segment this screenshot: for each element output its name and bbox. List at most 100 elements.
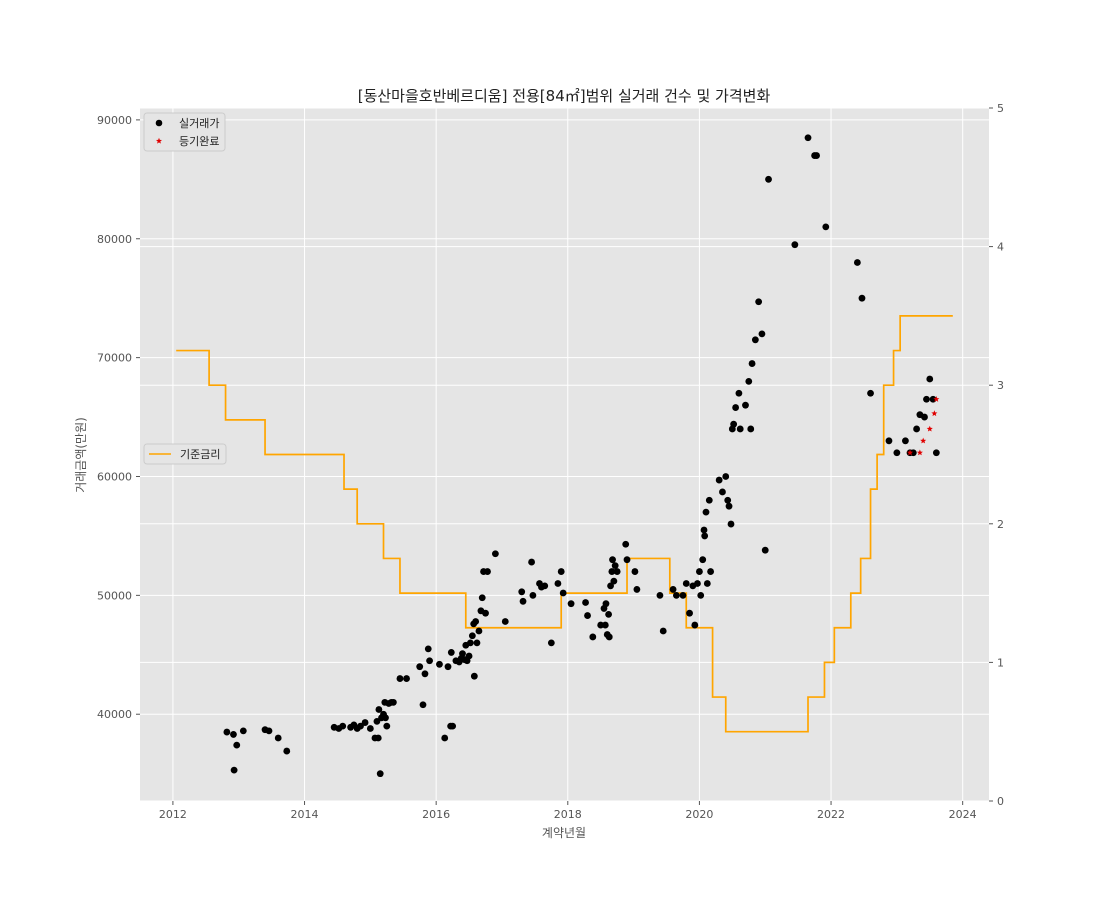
trade-point — [605, 610, 612, 618]
trade-point — [419, 701, 427, 709]
trade-point — [725, 502, 733, 510]
trade-point — [444, 663, 452, 671]
rate-step-line — [176, 315, 953, 733]
trade-point — [885, 437, 893, 445]
trade-point — [447, 649, 455, 656]
trade-point — [696, 568, 703, 575]
trade-point — [730, 420, 738, 428]
trade-point — [610, 577, 618, 585]
y2-tick-label: 5 — [997, 102, 1004, 115]
chart-title: [동산마을호반베르디움] 전용[84㎡]범위 실거래 건수 및 가격변화 — [358, 87, 771, 105]
y2-tick-label: 2 — [997, 518, 1004, 531]
trade-point — [559, 589, 567, 597]
x-tick-label: 2024 — [949, 808, 977, 821]
trade-point — [482, 609, 489, 617]
trade-point — [373, 717, 381, 725]
trade-point — [518, 588, 526, 596]
trade-point — [519, 597, 527, 605]
y2-tick-label: 4 — [997, 241, 1004, 254]
trade-point — [230, 731, 237, 738]
registered-series — [906, 396, 940, 456]
rate-series — [176, 315, 953, 733]
trade-point — [265, 727, 273, 735]
trade-point — [691, 621, 699, 629]
y-tick-label: 80000 — [97, 233, 132, 246]
trade-point — [416, 663, 424, 671]
trade-point — [747, 425, 755, 433]
trade-point — [727, 520, 735, 528]
trade-point — [274, 734, 282, 742]
trade-point — [679, 591, 687, 599]
trade-point — [396, 675, 404, 682]
trade-point — [921, 413, 928, 421]
trade-point — [736, 425, 744, 433]
trade-point — [239, 727, 247, 735]
trade-point — [472, 618, 480, 625]
trade-point — [669, 586, 677, 593]
trade-point — [376, 770, 384, 778]
legend-upper-box — [143, 112, 226, 152]
trade-point — [735, 389, 743, 397]
trade-point — [366, 725, 374, 732]
y2-tick-label: 1 — [997, 656, 1004, 669]
axis-ticks: 2012 2014 2016 2018 2020 2022 2024400005000060… — [97, 102, 1004, 821]
grid — [140, 107, 989, 802]
registered-point — [916, 449, 923, 456]
trade-point — [382, 714, 389, 722]
price-series — [223, 134, 940, 778]
trade-point — [822, 223, 830, 231]
trade-point — [602, 600, 610, 608]
trade-point — [633, 586, 641, 593]
trade-point — [374, 734, 382, 742]
trade-point — [605, 633, 613, 641]
trade-point — [607, 582, 614, 590]
trade-point — [623, 556, 631, 564]
trade-point — [611, 562, 619, 570]
y-tick-label: 60000 — [97, 470, 132, 483]
trade-point — [223, 728, 231, 736]
trade-point — [233, 741, 241, 749]
trade-point — [470, 672, 478, 680]
trade-point — [719, 488, 726, 496]
registered-point — [933, 396, 940, 402]
y2-tick-label: 0 — [997, 795, 1004, 808]
x-axis-label: 계약년월 — [542, 825, 586, 840]
trade-point — [742, 401, 749, 409]
x-tick-label: 2012 — [159, 808, 187, 821]
registered-point — [926, 425, 933, 432]
trade-point — [582, 599, 589, 606]
trade-point — [853, 259, 861, 266]
trade-point — [375, 706, 383, 713]
trade-point — [923, 395, 930, 403]
trade-point — [501, 618, 509, 625]
x-tick-label: 2014 — [291, 808, 319, 821]
trade-point — [715, 476, 723, 484]
trade-point — [672, 591, 680, 599]
trade-point — [702, 508, 710, 516]
trade-point — [791, 241, 799, 249]
trade-point — [701, 532, 709, 540]
legend-rate-box — [143, 443, 227, 465]
trade-point — [466, 639, 474, 647]
x-tick-label: 2022 — [817, 808, 845, 821]
registered-point — [931, 410, 938, 417]
trade-point — [751, 336, 759, 344]
trade-point — [230, 766, 238, 774]
trade-point — [867, 389, 874, 397]
trade-point — [589, 633, 597, 641]
trade-point — [473, 639, 481, 647]
trade-point — [547, 639, 555, 647]
trade-point — [426, 657, 433, 665]
trade-point — [567, 600, 575, 608]
trade-point — [357, 722, 364, 730]
y-tick-label: 40000 — [97, 708, 132, 721]
trade-point — [893, 449, 901, 457]
trade-point — [541, 582, 549, 590]
y-axis-label: 거래금액(만원) — [74, 417, 88, 493]
trade-point — [745, 377, 753, 385]
trade-point — [697, 591, 705, 599]
trade-point — [459, 650, 466, 658]
trade-point — [557, 568, 565, 575]
y-tick-label: 50000 — [97, 589, 132, 602]
